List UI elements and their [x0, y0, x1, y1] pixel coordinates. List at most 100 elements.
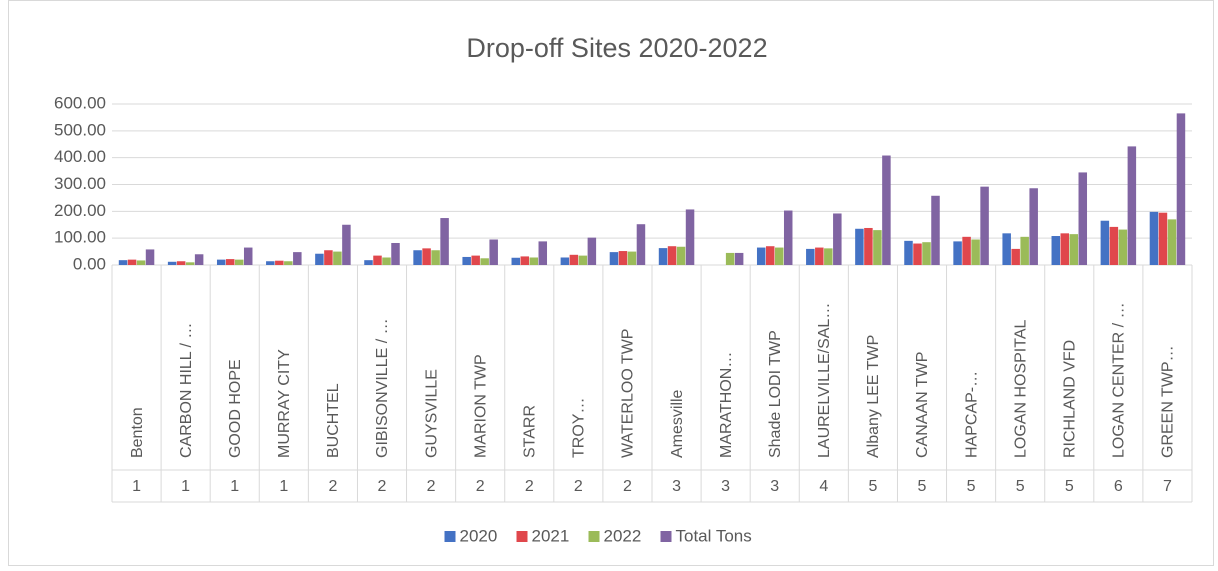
bar — [774, 247, 784, 265]
bar — [538, 241, 548, 265]
chart-border — [8, 0, 1214, 566]
bar — [815, 247, 824, 265]
bar — [1158, 212, 1168, 265]
bar — [440, 218, 449, 265]
x-tick-label: GREEN TWP… — [1160, 345, 1177, 458]
bar — [667, 246, 677, 265]
bar — [1149, 211, 1159, 265]
bar — [725, 252, 735, 265]
x-group-label: 2 — [574, 478, 583, 495]
bar — [1176, 113, 1186, 266]
bar — [756, 247, 766, 265]
bar — [167, 261, 177, 265]
bar — [364, 260, 373, 265]
bar — [685, 209, 695, 265]
bar — [529, 257, 539, 265]
bar — [1167, 219, 1177, 265]
bar — [266, 261, 275, 265]
x-group-label: 1 — [181, 478, 190, 495]
x-group-label: 3 — [770, 478, 779, 495]
bar — [962, 236, 971, 265]
bar — [578, 255, 588, 265]
x-group-label: 4 — [819, 478, 828, 495]
bar — [284, 261, 293, 265]
x-tick-label: LOGAN CENTER / … — [1111, 302, 1128, 458]
x-group-label: 5 — [868, 478, 877, 495]
x-group-label: 3 — [721, 478, 730, 495]
legend-swatch — [516, 531, 528, 542]
bar — [1029, 188, 1038, 265]
bar — [765, 246, 775, 265]
bar — [971, 239, 980, 265]
bar — [806, 248, 815, 265]
bar — [931, 195, 940, 265]
y-tick-label: 200.00 — [54, 201, 106, 220]
x-group-label: 5 — [967, 478, 976, 495]
x-group-label: 2 — [476, 478, 485, 495]
bar — [569, 254, 579, 265]
bar — [145, 249, 155, 265]
x-group-label: 1 — [132, 478, 141, 495]
x-tick-label: GIBISONVILLE / … — [374, 318, 391, 458]
x-group-label: 2 — [623, 478, 632, 495]
bar — [833, 213, 842, 265]
x-group-label: 1 — [279, 478, 288, 495]
bar — [422, 248, 431, 265]
x-group-label: 3 — [672, 478, 681, 495]
legend-label: Total Tons — [676, 526, 752, 545]
legend-label: 2020 — [460, 526, 498, 545]
y-tick-label: 100.00 — [54, 228, 106, 247]
bar — [489, 239, 498, 265]
bar — [618, 251, 628, 265]
x-group-label: 2 — [525, 478, 534, 495]
legend-swatch — [444, 531, 456, 542]
bar — [1020, 236, 1029, 265]
bar — [342, 224, 351, 265]
x-group-label: 2 — [328, 478, 337, 495]
legend-swatch — [660, 531, 672, 542]
bar — [1078, 172, 1088, 265]
bar — [431, 250, 440, 265]
x-group-label: 2 — [427, 478, 436, 495]
bar — [413, 250, 422, 265]
bar — [324, 250, 333, 265]
x-tick-label: Amesville — [669, 389, 686, 458]
bar — [980, 186, 989, 265]
bar — [1051, 236, 1061, 265]
x-tick-label: BUCHTEL — [325, 383, 342, 458]
bar — [904, 240, 913, 265]
bar — [1118, 229, 1128, 265]
bar — [627, 251, 637, 265]
y-tick-label: 500.00 — [54, 120, 106, 139]
bar — [185, 262, 195, 265]
bar — [922, 242, 931, 265]
x-group-label: 5 — [918, 478, 927, 495]
legend-label: 2022 — [604, 526, 642, 545]
x-tick-label: GOOD HOPE — [227, 359, 244, 458]
bar — [216, 259, 226, 265]
bar — [1002, 233, 1011, 265]
bar — [953, 241, 962, 265]
bar — [176, 261, 186, 265]
bar — [315, 253, 324, 265]
x-tick-label: STARR — [521, 405, 538, 458]
bar — [658, 248, 668, 265]
bar — [194, 254, 204, 265]
x-tick-label: RICHLAND VFD — [1061, 340, 1078, 458]
bar — [882, 155, 891, 265]
x-tick-label: CARBON HILL / … — [178, 323, 195, 458]
x-tick-label: GUYSVILLE — [423, 369, 440, 458]
x-tick-label: HAPCAP-… — [963, 371, 980, 458]
bar — [382, 257, 391, 265]
bar — [783, 210, 793, 265]
x-group-label: 1 — [230, 478, 239, 495]
bar — [118, 260, 128, 265]
x-tick-label: Albany LEE TWP — [865, 335, 882, 458]
x-tick-label: MARION TWP — [472, 354, 489, 458]
x-group-label: 5 — [1065, 478, 1074, 495]
bar — [1109, 226, 1119, 265]
bar — [1060, 233, 1070, 265]
x-tick-label: MURRAY CITY — [276, 349, 293, 458]
